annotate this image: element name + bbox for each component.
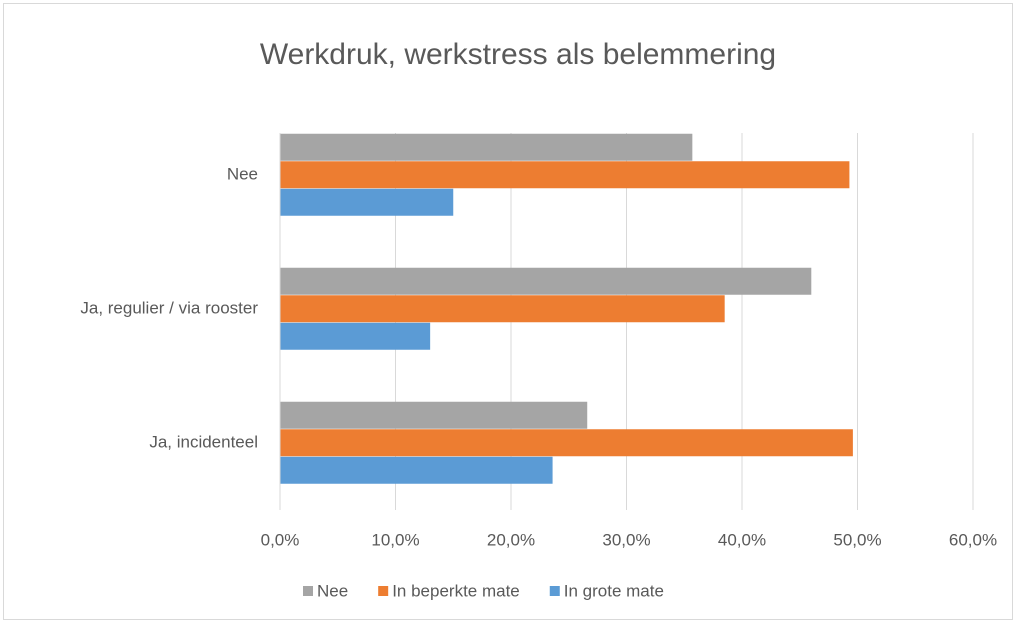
x-tick-label: 10,0% [371, 530, 419, 549]
x-tick-label: 50,0% [833, 530, 881, 549]
x-tick-label: 20,0% [487, 530, 535, 549]
legend-label: In beperkte mate [392, 581, 520, 600]
bar [280, 322, 431, 350]
y-tick-label: Ja, incidenteel [149, 432, 258, 451]
bar [280, 401, 588, 429]
legend-label: In grote mate [564, 581, 664, 600]
y-tick-label: Ja, regulier / via rooster [80, 298, 258, 317]
x-tick-label: 30,0% [602, 530, 650, 549]
legend-swatch [378, 586, 389, 596]
bar [280, 188, 454, 216]
chart-title: Werkdruk, werkstress als belemmering [260, 38, 776, 71]
bar [280, 456, 553, 484]
x-tick-label: 0,0% [261, 530, 300, 549]
bar [280, 133, 693, 161]
legend-label: Nee [317, 581, 348, 600]
x-tick-label: 40,0% [718, 530, 766, 549]
y-tick-label: Nee [227, 164, 258, 183]
legend-swatch [303, 586, 313, 596]
legend-swatch [549, 586, 560, 596]
bar [280, 429, 853, 457]
x-tick-label: 60,0% [949, 530, 997, 549]
bar [280, 295, 725, 323]
bar [280, 161, 850, 189]
bar [280, 267, 812, 295]
